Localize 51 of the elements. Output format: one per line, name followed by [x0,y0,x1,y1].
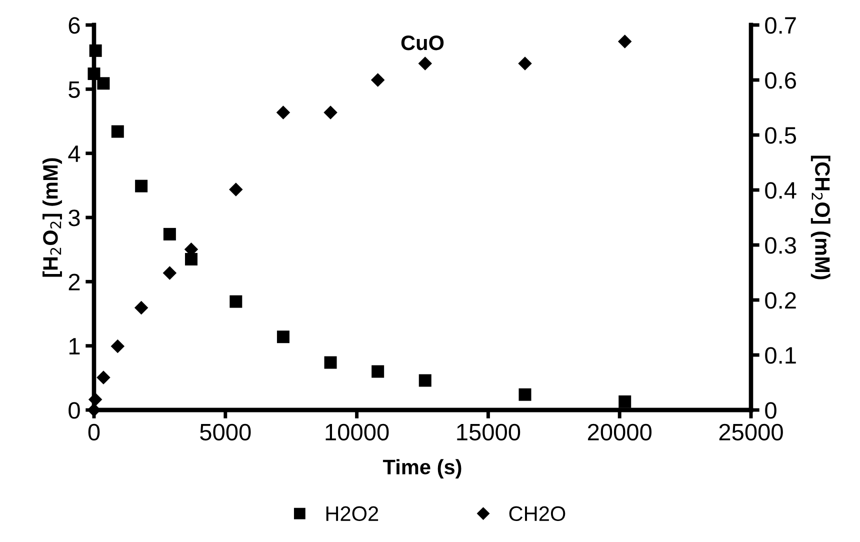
y-tick-label: 0 [68,402,80,419]
x-tick-label: 15000 [457,424,520,441]
y-tick-label: 4 [68,146,80,162]
y-tick-label: 6 [68,17,80,34]
x-tick-label: 25000 [719,424,783,441]
point [370,73,385,87]
point [372,365,384,378]
legend-label: CH2O [509,506,566,522]
point [111,125,124,138]
x-tick-label: 20000 [588,424,652,441]
point [229,182,243,196]
point [276,106,290,120]
y-tick-label: 5 [68,81,80,98]
y2-tick-label: 0.4 [765,182,796,199]
y2-tick-label: 0.3 [765,237,796,254]
y2-tick-label: 0 [765,402,776,419]
y-tick-label: 3 [68,210,80,226]
legend-label: H2O2 [326,506,378,522]
point [184,252,198,266]
y2-axis-title: [CH$_{2}$O] (mM) [810,156,830,280]
x-tick-label: 10000 [326,424,389,441]
y2-tick-label: 0.7 [765,17,796,34]
point [276,330,290,344]
chart-title: CuO [401,35,444,50]
point [96,370,110,384]
point [110,339,125,354]
point [162,266,177,280]
point [324,106,338,120]
point [418,374,432,387]
x-tick-label: 5000 [200,424,251,441]
point [518,56,532,70]
point [418,56,432,70]
point [324,356,337,369]
point [518,388,532,401]
point [163,228,176,240]
point [97,77,110,90]
y2-tick-label: 0.2 [765,292,796,309]
point [135,180,148,192]
y-axis-title: [H$_{2}$O$_{2}$] (mM) [42,158,62,277]
point [88,392,102,406]
y-tick-label: 2 [68,274,80,290]
x-axis-title: Time (s) [382,459,462,479]
y2-tick-label: 0.1 [765,347,796,364]
y-tick-label: 1 [69,338,80,354]
point [618,395,632,408]
point [230,295,242,308]
y2-tick-label: 0.5 [765,127,796,144]
point [134,300,148,315]
y2-tick-label: 0.6 [765,72,796,89]
point [618,34,632,48]
x-tick-label: 0 [88,424,100,441]
